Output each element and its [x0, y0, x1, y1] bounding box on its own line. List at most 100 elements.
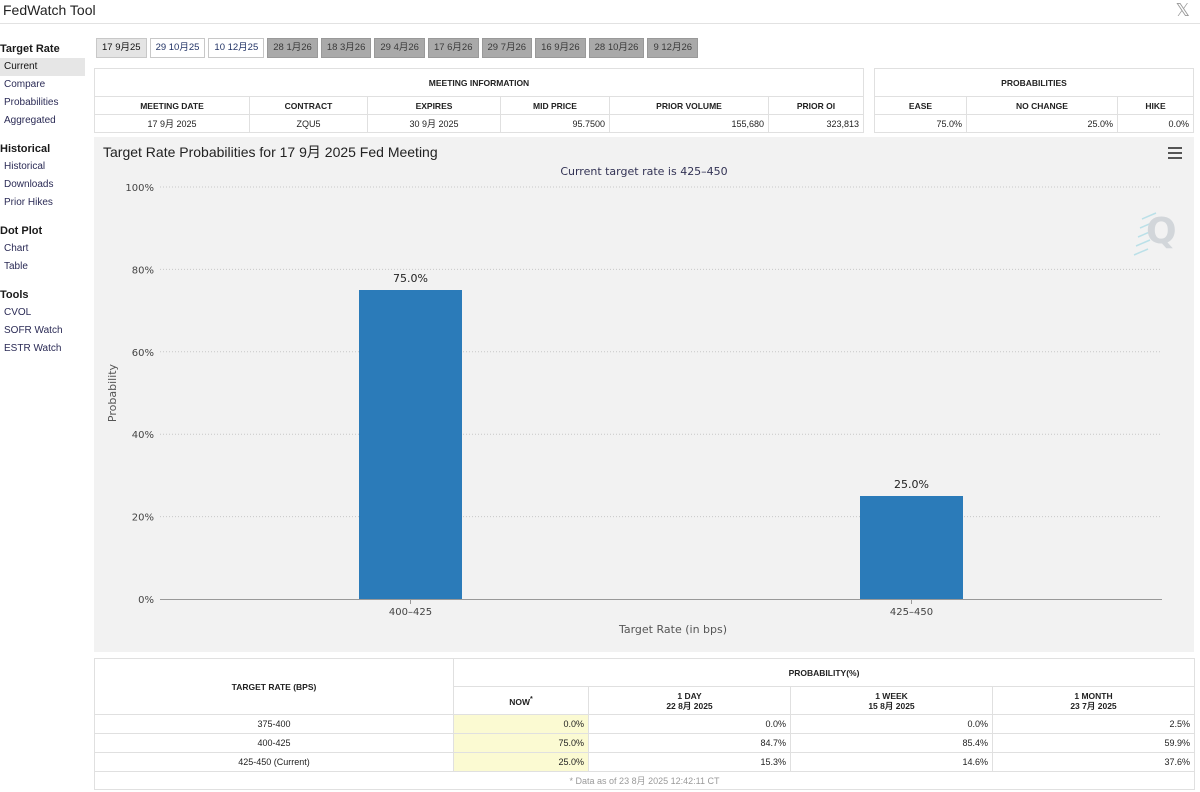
rate-cell: 400-425 — [94, 733, 454, 753]
table-row: 400-425 75.0% 84.7% 85.4% 59.9% — [94, 733, 1195, 753]
y-tick-label: 20% — [132, 513, 154, 524]
meeting-tab[interactable]: 10 12月25 — [208, 38, 265, 58]
contract-value: ZQU5 — [249, 114, 368, 133]
sidebar-item-downloads[interactable]: Downloads — [4, 179, 54, 190]
meeting-tab[interactable]: 17 6月26 — [427, 38, 479, 58]
now-label: NOW — [509, 696, 530, 707]
probability-chart: 0% 20% 40% 60% 80% 100% 75.0% 400–425 25.0% 425–4… — [106, 183, 1177, 636]
prior-oi-value: 323,813 — [768, 114, 864, 133]
bar — [359, 290, 462, 599]
month-cell: 37.6% — [992, 752, 1195, 772]
y-axis-title: Probability — [106, 363, 119, 422]
sidebar-heading: Target Rate — [0, 43, 60, 55]
now-cell: 75.0% — [453, 733, 589, 753]
meeting-tab[interactable]: 29 4月26 — [374, 38, 425, 58]
sidebar-item-compare[interactable]: Compare — [4, 79, 46, 90]
meeting-tab[interactable]: 9 12月26 — [647, 38, 699, 58]
col-mid-price: MID PRICE — [500, 96, 610, 115]
mid-price-value: 95.7500 — [500, 114, 610, 133]
sidebar-item-current[interactable]: Current — [0, 58, 85, 76]
period-date: 23 7月 2025 — [1070, 700, 1117, 711]
y-tick-label: 60% — [132, 348, 154, 359]
day-cell: 84.7% — [588, 733, 791, 753]
week-cell: 85.4% — [790, 733, 993, 753]
target-rate-table: TARGET RATE (BPS) PROBABILITY(%) NOW* 1 … — [94, 658, 1195, 790]
chart-subtitle: Current target rate is 425–450 — [560, 165, 728, 178]
period-date: 22 8月 2025 — [666, 700, 713, 711]
sidebar-heading: Dot Plot — [0, 225, 43, 237]
meeting-tab[interactable]: 16 9月26 — [535, 38, 586, 58]
x-axis-title: Target Rate (in bps) — [618, 623, 727, 636]
table-row: 425-450 (Current) 25.0% 15.3% 14.6% 37.6… — [94, 752, 1195, 772]
sidebar-item-estr-watch[interactable]: ESTR Watch — [4, 343, 62, 354]
target-rate-header: TARGET RATE (BPS) — [94, 658, 454, 715]
col-meeting-date: MEETING DATE — [94, 96, 250, 115]
bar — [860, 496, 963, 599]
sidebar-item-table[interactable]: Table — [4, 261, 28, 272]
meeting-tabs: 17 9月25 29 10月25 10 12月25 28 1月26 18 3月26 29 … — [96, 38, 699, 58]
close-icon[interactable]: 𝕏 — [1175, 0, 1190, 21]
data-timestamp-note: * Data as of 23 8月 2025 12:42:11 CT — [94, 771, 1195, 790]
app-title: FedWatch Tool — [3, 2, 96, 18]
now-cell: 0.0% — [453, 714, 589, 734]
meeting-tab[interactable]: 18 3月26 — [320, 38, 372, 58]
col-contract: CONTRACT — [249, 96, 368, 115]
col-ease: EASE — [874, 96, 967, 115]
month-cell: 2.5% — [992, 714, 1195, 734]
meeting-date-value: 17 9月 2025 — [94, 114, 250, 133]
expires-value: 30 9月 2025 — [367, 114, 501, 133]
x-tick-label: 425–450 — [890, 607, 933, 618]
prior-volume-value: 155,680 — [609, 114, 769, 133]
hike-value: 0.0% — [1117, 114, 1194, 133]
y-tick-label: 80% — [132, 265, 154, 276]
meeting-info-table: MEETING INFORMATION MEETING DATE CONTRAC… — [94, 68, 864, 133]
day-cell: 0.0% — [588, 714, 791, 734]
x-tick-label: 400–425 — [389, 607, 432, 618]
sidebar-item-cvol[interactable]: CVOL — [4, 307, 32, 318]
col-expires: EXPIRES — [367, 96, 501, 115]
bar-data-label: 75.0% — [393, 272, 428, 285]
title-bar: FedWatch Tool 𝕏 — [0, 0, 1200, 24]
rate-cell: 375-400 — [94, 714, 454, 734]
meeting-tab[interactable]: 28 10月26 — [588, 38, 645, 58]
watermark-logo: Q — [1133, 211, 1177, 256]
meeting-tab[interactable]: 17 9月25 — [96, 38, 147, 58]
probability-header: PROBABILITY(%) — [453, 658, 1195, 687]
y-tick-label: 40% — [132, 430, 154, 441]
meeting-tab[interactable]: 29 10月25 — [149, 38, 206, 58]
probabilities-header: PROBABILITIES — [874, 68, 1194, 97]
now-footnote-mark: * — [530, 694, 533, 703]
period-label: 1 WEEK — [875, 690, 908, 701]
sidebar-item-historical[interactable]: Historical — [4, 161, 46, 172]
sidebar-section: Target Rate Current Compare Probabilities Ag… — [0, 40, 88, 130]
chart-title: Target Rate Probabilities for 17 9月 2025… — [103, 144, 438, 160]
period-label: 1 DAY — [677, 690, 702, 701]
col-prior-oi: PRIOR OI — [768, 96, 864, 115]
col-hike: HIKE — [1117, 96, 1194, 115]
chart-menu-icon[interactable] — [1168, 147, 1182, 162]
col-prior-volume: PRIOR VOLUME — [609, 96, 769, 115]
y-tick-label: 100% — [125, 183, 154, 194]
svg-text:Q: Q — [1146, 211, 1177, 252]
sidebar-section: Dot Plot Chart Table — [0, 222, 88, 276]
meeting-tab[interactable]: 29 7月26 — [481, 38, 533, 58]
sidebar-item-probabilities[interactable]: Probabilities — [4, 97, 59, 108]
sidebar-heading: Historical — [0, 143, 51, 155]
week-cell: 0.0% — [790, 714, 993, 734]
week-cell: 14.6% — [790, 752, 993, 772]
meeting-tab[interactable]: 28 1月26 — [267, 38, 318, 58]
sidebar-item-sofr-watch[interactable]: SOFR Watch — [4, 325, 63, 336]
col-now: NOW* — [453, 686, 589, 715]
sidebar-item-chart[interactable]: Chart — [4, 243, 29, 254]
period-date: 15 8月 2025 — [868, 700, 915, 711]
period-label: 1 MONTH — [1074, 690, 1113, 701]
ease-value: 75.0% — [874, 114, 967, 133]
sidebar-section: Historical Historical Downloads Prior Hikes — [0, 140, 88, 212]
month-cell: 59.9% — [992, 733, 1195, 753]
sidebar-item-aggregated[interactable]: Aggregated — [4, 115, 56, 126]
chart-panel: 0% 20% 40% 60% 80% 100% 75.0% 400–425 25.0% 425–4… — [94, 137, 1194, 652]
col-1-month: 1 MONTH 23 7月 2025 — [992, 686, 1195, 715]
sidebar-item-prior-hikes[interactable]: Prior Hikes — [4, 197, 53, 208]
table-row: 375-400 0.0% 0.0% 0.0% 2.5% — [94, 714, 1195, 734]
